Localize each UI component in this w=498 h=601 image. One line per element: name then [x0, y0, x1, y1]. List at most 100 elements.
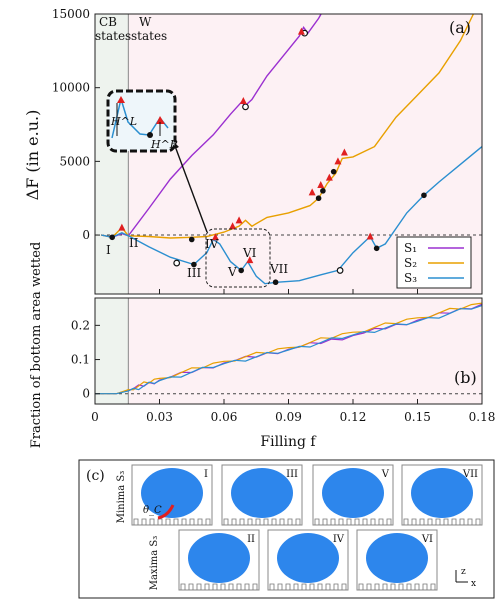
x-tick-label-b: 0.12 — [340, 410, 367, 424]
wetted-line-s2 — [95, 302, 483, 395]
point-label-vii: VII — [269, 262, 288, 276]
maximum-marker — [325, 173, 333, 181]
minima-label: Minima S₃ — [116, 471, 127, 524]
tick-group: 0 5000 10000 15000 — [52, 7, 418, 294]
cb-states-label: states — [95, 29, 131, 43]
series-line-s3 — [101, 146, 482, 285]
maximum-marker — [229, 222, 237, 230]
y-axis-label-a: ΔF (in e.u.) — [23, 110, 42, 201]
minimum-marker — [421, 192, 427, 199]
w-label: W — [139, 15, 152, 29]
x-tick-label-b: 0.18 — [469, 410, 496, 424]
contact-angle-label: θ_C — [143, 505, 162, 516]
minimum-marker — [272, 279, 279, 286]
x-tick-label-b: 0.09 — [275, 410, 302, 424]
inset-label-hr: H^R — [150, 138, 178, 151]
minima-frame: I — [131, 464, 213, 526]
y-tick-label-a: 0 — [82, 228, 90, 242]
maximum-marker — [340, 148, 348, 156]
legend-label-s3: S₃ — [404, 271, 417, 285]
frame-label: II — [247, 534, 255, 545]
maximum-marker — [317, 180, 325, 188]
minima-frame: V — [312, 464, 394, 526]
maximum-marker — [246, 256, 254, 264]
point-label-ii: II — [129, 236, 139, 250]
maximum-marker — [239, 96, 247, 104]
point-label-v: V — [227, 265, 237, 279]
frame-label: IV — [333, 534, 345, 545]
w-states-label: states — [131, 29, 167, 43]
maximum-marker — [211, 233, 219, 241]
y-tick-label-a: 5000 — [59, 154, 90, 168]
marker-group — [109, 27, 427, 286]
maximum-marker — [235, 216, 243, 224]
minimum-marker — [188, 236, 195, 243]
wetted-line-s3 — [95, 304, 483, 395]
frame-label: VII — [462, 469, 478, 480]
panel-a-label: (a) — [449, 18, 471, 37]
panel-c-label: (c) — [86, 468, 105, 484]
x-tick-label-b: 0.03 — [146, 410, 173, 424]
axis-x-label: x — [471, 579, 476, 589]
minima-frame: III — [221, 464, 303, 526]
contact-angle-arc — [157, 504, 175, 520]
open-marker — [242, 103, 249, 111]
axis-z-label: z — [461, 567, 466, 577]
point-label-iv: IV — [205, 237, 219, 251]
maxima-frame: VI — [356, 529, 438, 591]
point-label-i: I — [106, 243, 111, 257]
x-axis-label: Filling f — [260, 434, 317, 450]
y-tick-label-a: 15000 — [52, 7, 90, 21]
y-tick-label-b: 0.2 — [71, 318, 90, 332]
y-axis-label-b: Fraction of bottom area wetted — [29, 242, 44, 448]
tick-group-b: 0 0.1 0.2 0 0.03 0.06 0.09 0.12 0.15 0.18 — [71, 318, 495, 424]
cb-region-b — [95, 298, 129, 404]
maximum-marker — [308, 188, 316, 196]
frame-label: V — [381, 469, 390, 480]
frame-label: VI — [421, 534, 433, 545]
maximum-marker — [118, 223, 126, 231]
maxima-frame: IV — [267, 529, 349, 591]
inset: H^L H^R — [106, 89, 178, 153]
minimum-marker — [191, 261, 197, 268]
legend-label-s1: S₁ — [404, 241, 417, 255]
minimum-marker — [109, 234, 115, 241]
series-group-b — [95, 302, 483, 395]
open-marker — [336, 267, 344, 274]
frame-label: I — [204, 469, 208, 480]
legend-label-s2: S₂ — [404, 256, 417, 270]
y-tick-label-a: 10000 — [52, 81, 90, 95]
panel-b-label: (b) — [454, 368, 477, 387]
minimum-marker — [320, 188, 326, 194]
cb-label: CB — [99, 15, 117, 29]
open-marker — [173, 259, 181, 267]
cb-region — [95, 14, 129, 294]
axis-indicator: z x — [455, 567, 476, 589]
panel-a: 0 5000 10000 15000 CB states W states (a) Δ… — [23, 7, 483, 295]
minima-frame: VII — [401, 464, 483, 526]
maxima-label: Maxima S₃ — [149, 536, 160, 591]
minimum-marker — [238, 267, 244, 274]
minimum-marker — [315, 195, 322, 202]
w-region-b — [128, 298, 482, 404]
zoom-box — [205, 228, 271, 288]
maximum-marker — [334, 157, 342, 165]
zoom-arrow — [174, 145, 208, 233]
frame-label: III — [286, 469, 298, 480]
maximum-marker — [297, 27, 305, 35]
x-tick-label-b: 0.06 — [211, 410, 238, 424]
panel-b: 0 0.1 0.2 0 0.03 0.06 0.09 0.12 0.15 0.18 (b) Fra… — [29, 242, 495, 450]
series-line-s2 — [101, 14, 475, 239]
x-tick-label-b: 0 — [91, 410, 99, 424]
y-tick-label-b: 0.1 — [71, 353, 90, 367]
point-label-iii: III — [187, 266, 201, 280]
legend: S₁ S₂ S₃ — [396, 236, 472, 289]
inset-label-hl: H^L — [110, 115, 137, 128]
y-tick-label-b: 0 — [82, 387, 90, 401]
minimum-marker — [330, 168, 337, 175]
maximum-marker — [366, 232, 374, 240]
x-tick-label-b: 0.15 — [404, 410, 431, 424]
